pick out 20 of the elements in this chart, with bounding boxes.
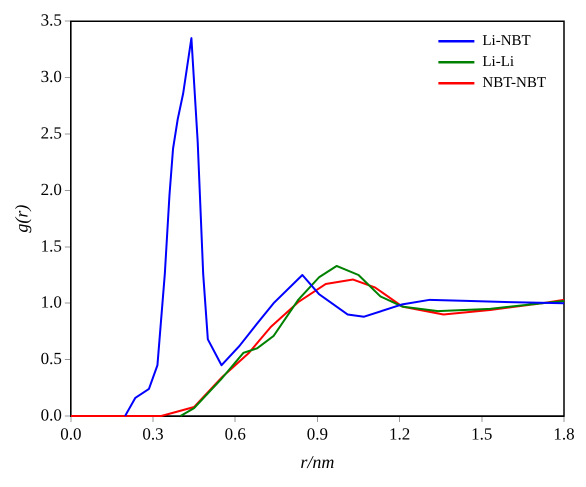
y-tick-label: 1.5 (40, 236, 62, 256)
x-tick-label: 1.2 (388, 424, 410, 444)
x-axis-title: r/nm (300, 452, 334, 472)
x-tick-label: 0.9 (306, 424, 328, 444)
y-tick-label: 0.5 (40, 349, 62, 368)
x-tick-label: 1.8 (553, 424, 575, 444)
x-tick-label: 0.6 (224, 424, 246, 444)
y-axis-title: g(r) (12, 204, 32, 233)
y-tick-label: 3.5 (40, 10, 62, 30)
legend-label: Li-NBT (482, 33, 531, 50)
y-tick-label: 3.0 (40, 67, 62, 86)
y-tick-label: 2.0 (40, 180, 62, 199)
y-tick-label: 0.0 (40, 405, 62, 424)
x-tick-label: 0.3 (142, 424, 164, 444)
legend-label: NBT-NBT (482, 75, 546, 92)
x-tick-label: 1.5 (471, 424, 492, 444)
y-tick-label: 2.5 (40, 123, 62, 142)
x-tick-label: 0.0 (60, 424, 82, 444)
legend-label: Li-Li (482, 54, 514, 70)
y-tick-label: 1.0 (40, 292, 62, 312)
